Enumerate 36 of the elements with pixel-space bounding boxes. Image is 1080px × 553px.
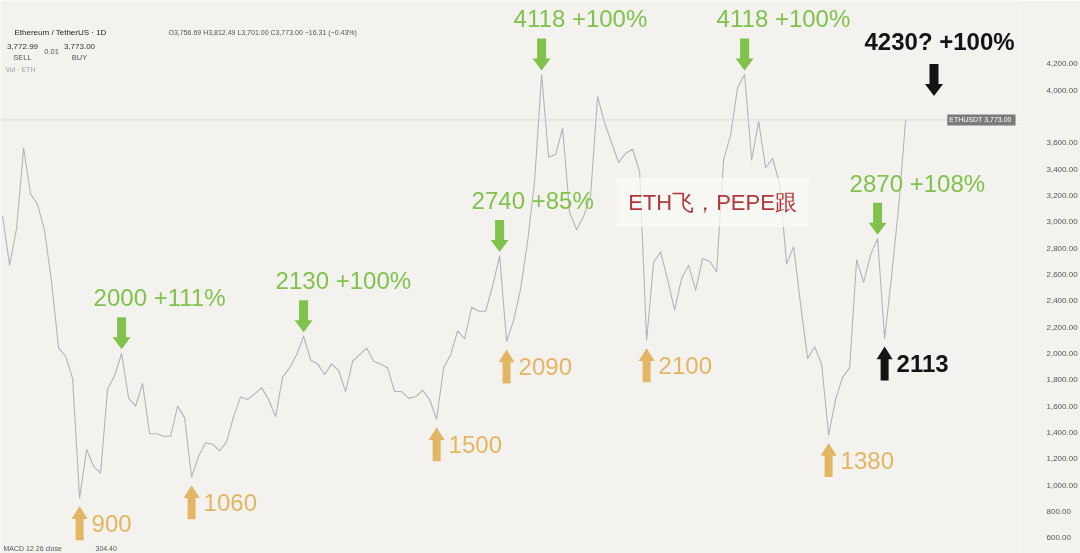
annotation: 4118 +100% (513, 5, 648, 33)
y-tick-label: 1,200.00 (1046, 454, 1079, 464)
annotation: 1060 (203, 488, 257, 516)
y-tick-label: 3,000.00 (1046, 217, 1079, 227)
y-tick-label: 1,600.00 (1046, 401, 1079, 411)
y-tick-label: 800.00 (1046, 506, 1072, 516)
y-tick-label: 1,400.00 (1046, 427, 1079, 437)
annotation: 2130 +100% (275, 267, 412, 295)
y-tick-label: 2,600.00 (1046, 269, 1079, 279)
y-tick-label: 3,600.00 (1046, 138, 1079, 148)
annotation: 2870 +108% (849, 169, 986, 197)
text: Ethereum / TetherUS · 1D (14, 28, 107, 37)
y-tick-label: 2,400.00 (1046, 296, 1079, 306)
y-tick-label: 600.00 (1046, 533, 1072, 543)
annotation: 1380 (840, 446, 895, 474)
annotation: 900 (91, 509, 132, 537)
annotation: 3,773.00 (63, 42, 96, 51)
annotation: 3,772.99 (6, 42, 39, 51)
y-tick-label: 1,800.00 (1046, 375, 1079, 385)
annotation: 2113 (896, 349, 949, 377)
annotation: 2000 +111% (93, 284, 226, 312)
annotation: 4118 +100% (716, 5, 851, 33)
annotation: 2740 +85% (471, 186, 594, 214)
annotation: 2100 (658, 351, 713, 379)
y-tick-label: 2,800.00 (1046, 243, 1079, 253)
y-tick-label: 2,200.00 (1046, 322, 1079, 332)
y-tick-label: 2,000.00 (1046, 348, 1079, 358)
y-tick-label: 4,200.00 (1046, 59, 1079, 69)
y-tick-label: 3,200.00 (1046, 190, 1079, 200)
y-tick-label: 4,000.00 (1046, 85, 1079, 95)
annotation: 1500 (448, 430, 502, 458)
annotation: ETH飞，PEPE跟 (628, 190, 797, 215)
annotation: 2090 (518, 353, 572, 381)
annotation: 4230? +100% (864, 28, 1015, 55)
y-tick-label: 3,400.00 (1046, 164, 1079, 174)
y-tick-label: 1,000.00 (1046, 480, 1079, 490)
